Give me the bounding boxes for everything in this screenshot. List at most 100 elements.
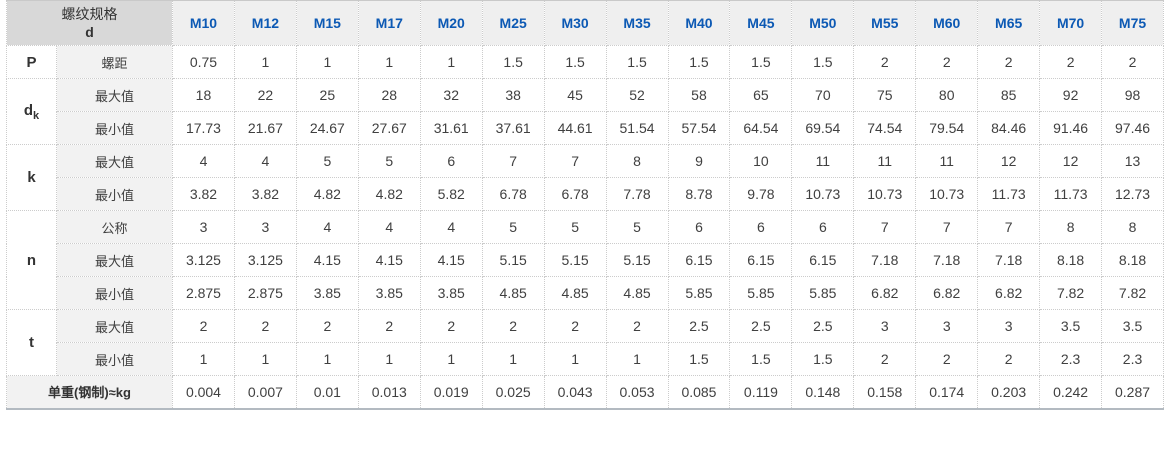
- value-cell-M10: 3.125: [172, 243, 235, 277]
- row-label-cell: 最大值: [56, 144, 173, 178]
- value-cell-M60: 80: [915, 78, 979, 112]
- table-row: 最大值 3.125 3.125 4.15 4.15 4.15 5.15 5.15 5.15 6.1…: [7, 243, 1164, 277]
- value-cell-M10: 1: [172, 342, 235, 376]
- value-cell-M75: 2: [1101, 45, 1164, 79]
- value-cell-M70: 2.3: [1039, 342, 1103, 376]
- value-cell-M20: 5.82: [419, 177, 483, 211]
- value-cell-M30: 0.043: [543, 375, 607, 409]
- value-cell-M30: 45: [543, 78, 607, 112]
- value-cell-M30: 5: [543, 210, 607, 244]
- col-header-M25: M25: [481, 0, 545, 46]
- value-cell-M12: 4: [233, 144, 297, 178]
- param-subscript: k: [33, 109, 40, 122]
- value-cell-M12: 21.67: [233, 111, 297, 145]
- corner-header-line1: 螺纹规格: [61, 6, 118, 22]
- table-row: P 螺距 0.75 1 1 1 1 1.5 1.5 1.5 1.5 1.5 1.5 2 2 2 2 2: [6, 45, 1164, 79]
- value-cell-M25: 1.5: [481, 45, 545, 79]
- value-cell-M75: 3.5: [1101, 309, 1164, 343]
- value-cell-M17: 27.67: [357, 111, 421, 145]
- value-cell-M65: 7.18: [977, 243, 1041, 277]
- col-header-M50: M50: [791, 0, 855, 46]
- value-cell-M40: 2.5: [667, 309, 731, 343]
- row-label-cell: 最大值: [56, 243, 173, 277]
- table-row: n 公称 3 3 4 4 4 5 5 5 6 6 6 7 7 7 8 8: [6, 210, 1164, 310]
- value-cell-M40: 8.78: [667, 177, 731, 211]
- value-cell-M45: 64.54: [729, 111, 793, 145]
- value-cell-M35: 1: [605, 342, 669, 376]
- value-cell-M60: 10.73: [915, 177, 979, 211]
- param-cell-P: P: [6, 45, 57, 79]
- value-cell-M35: 0.053: [605, 375, 669, 409]
- value-cell-M70: 0.242: [1039, 375, 1103, 409]
- value-cell-M12: 0.007: [233, 375, 297, 409]
- value-cell-M75: 2.3: [1101, 342, 1164, 376]
- value-cell-M35: 8: [605, 144, 669, 178]
- value-cell-M65: 3: [977, 309, 1041, 343]
- row-label-cell: 最小值: [56, 342, 173, 376]
- value-cell-M45: 6.15: [729, 243, 793, 277]
- value-cell-M50: 6: [791, 210, 855, 244]
- value-cell-M55: 6.82: [853, 276, 917, 310]
- value-cell-M40: 9: [667, 144, 731, 178]
- value-cell-M60: 2: [915, 45, 979, 79]
- table-row: dk 最大值 18 22 25 28 32 38 45 52 58 65 70 75 80 85 92 98: [6, 78, 1164, 145]
- value-cell-M10: 0.75: [172, 45, 235, 79]
- row-label-cell: 公称: [56, 210, 173, 244]
- value-cell-M30: 6.78: [543, 177, 607, 211]
- value-cell-M30: 4.85: [543, 276, 607, 310]
- row-label-cell: 最小值: [56, 111, 173, 145]
- value-cell-M65: 0.203: [977, 375, 1041, 409]
- value-cell-M17: 5: [357, 144, 421, 178]
- value-cell-M12: 2: [233, 309, 297, 343]
- value-cell-M15: 25: [295, 78, 359, 112]
- value-cell-M10: 17.73: [172, 111, 235, 145]
- value-cell-M70: 91.46: [1039, 111, 1103, 145]
- value-cell-M40: 6: [667, 210, 731, 244]
- value-cell-M12: 3: [233, 210, 297, 244]
- value-cell-M25: 5.15: [481, 243, 545, 277]
- value-cell-M40: 1.5: [667, 342, 731, 376]
- col-header-M12: M12: [233, 0, 297, 46]
- value-cell-M30: 44.61: [543, 111, 607, 145]
- col-header-M20: M20: [419, 0, 483, 46]
- value-cell-M60: 7: [915, 210, 979, 244]
- value-cell-M60: 0.174: [915, 375, 979, 409]
- value-cell-M15: 2: [295, 309, 359, 343]
- value-cell-M12: 3.125: [233, 243, 297, 277]
- value-cell-M40: 57.54: [667, 111, 731, 145]
- value-cell-M35: 51.54: [605, 111, 669, 145]
- value-cell-M50: 2.5: [791, 309, 855, 343]
- corner-header-cell: 螺纹规格 d: [6, 0, 173, 46]
- value-cell-M45: 5.85: [729, 276, 793, 310]
- value-cell-M30: 7: [543, 144, 607, 178]
- col-header-M45: M45: [729, 0, 793, 46]
- value-cell-M65: 6.82: [977, 276, 1041, 310]
- value-cell-M20: 4.15: [419, 243, 483, 277]
- value-cell-M17: 0.013: [357, 375, 421, 409]
- value-cell-M20: 31.61: [419, 111, 483, 145]
- value-cell-M10: 18: [172, 78, 235, 112]
- value-cell-M10: 2.875: [172, 276, 235, 310]
- value-cell-M50: 5.85: [791, 276, 855, 310]
- value-cell-M45: 10: [729, 144, 793, 178]
- value-cell-M70: 11.73: [1039, 177, 1103, 211]
- value-cell-M25: 4.85: [481, 276, 545, 310]
- value-cell-M55: 75: [853, 78, 917, 112]
- value-cell-M17: 2: [357, 309, 421, 343]
- value-cell-M50: 11: [791, 144, 855, 178]
- table-row: 单重(钢制)≈kg 0.004 0.007 0.01 0.013 0.019 0.025 0.…: [6, 375, 1164, 409]
- value-cell-M75: 8: [1101, 210, 1164, 244]
- value-cell-M65: 12: [977, 144, 1041, 178]
- value-cell-M12: 1: [233, 342, 297, 376]
- value-cell-M10: 0.004: [172, 375, 235, 409]
- value-cell-M20: 1: [419, 342, 483, 376]
- value-cell-M17: 4: [357, 210, 421, 244]
- col-header-M17: M17: [357, 0, 421, 46]
- param-cell-k: k: [6, 144, 57, 211]
- value-cell-M12: 22: [233, 78, 297, 112]
- value-cell-M12: 2.875: [233, 276, 297, 310]
- value-cell-M15: 5: [295, 144, 359, 178]
- table-row: t 最大值 2 2 2 2 2 2 2 2 2.5 2.5 2.5 3 3 3 3.5 3.5: [6, 309, 1164, 376]
- value-cell-M17: 28: [357, 78, 421, 112]
